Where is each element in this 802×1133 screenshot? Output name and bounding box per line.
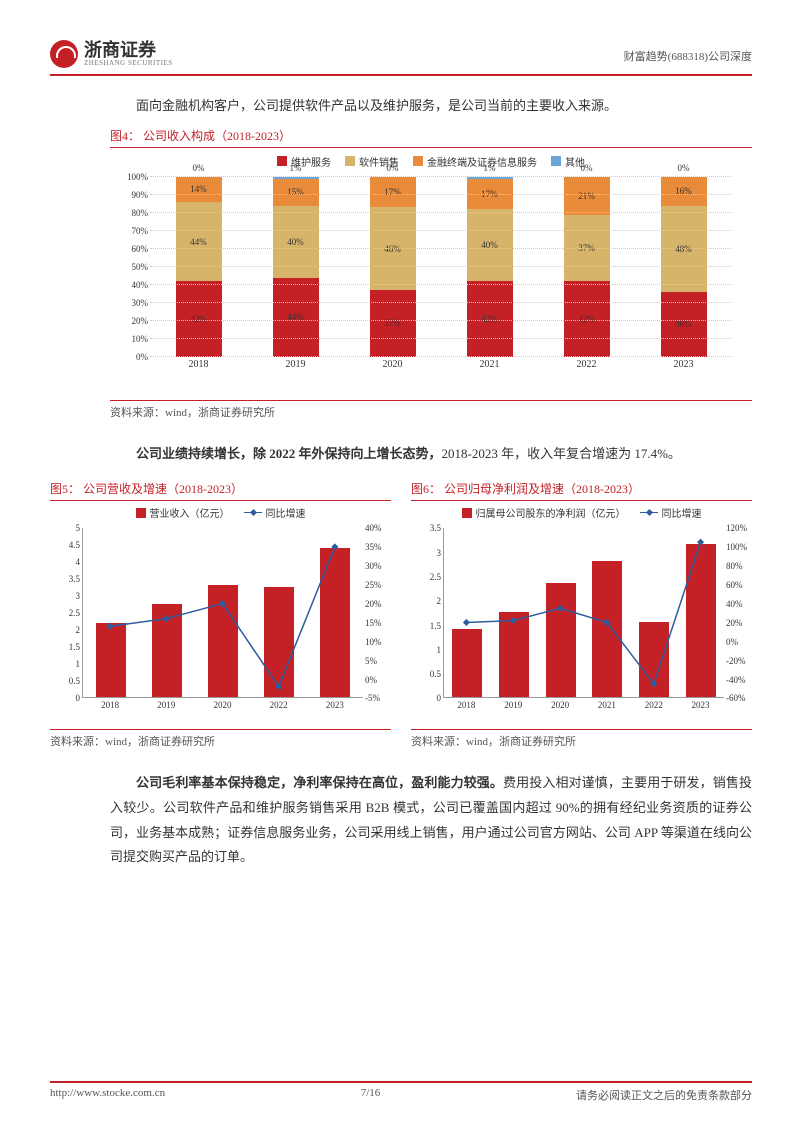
company-name-en: ZHESHANG SECURITIES <box>84 59 173 67</box>
bar-segment: 21% <box>564 177 610 215</box>
footer-page: 7/16 <box>361 1087 381 1103</box>
bar <box>452 629 482 697</box>
bar-segment: 44% <box>176 202 222 281</box>
bar-segment: 44% <box>273 278 319 357</box>
fig5-y-left: 00.511.522.533.544.55 <box>52 528 80 698</box>
fig6-plot: 00.511.522.533.5 -60%-40%-20%0%20%40%60%… <box>443 528 724 718</box>
logo-icon <box>50 40 78 68</box>
fig4-plot: 0%10%20%30%40%50%60%70%80%90%100% 42%44%… <box>150 177 732 377</box>
fig4-x-axis: 201820192020202120222023 <box>150 359 732 377</box>
fig6-caption: 图6： 公司归母净利润及增速（2018-2023） <box>411 480 752 501</box>
bar-segment: 46% <box>370 207 416 290</box>
footer-disclaimer: 请务必阅读正文之后的免责条款部分 <box>576 1087 752 1103</box>
fig4-bars: 42%44%14%0% 44%40%15%1% 37%46%17%0% 42%40%1… <box>150 177 732 357</box>
bar <box>152 604 182 698</box>
bar <box>686 544 716 697</box>
fig5-y-right: -5%0%5%10%15%20%25%30%35%40% <box>365 528 395 698</box>
fig6-legend: 归属母公司股东的净利润（亿元）同比增速 <box>411 505 752 520</box>
header-subtitle: 财富趋势(688318)公司深度 <box>624 40 752 64</box>
fig4-source: 资料来源：wind，浙商证券研究所 <box>110 400 752 420</box>
bar-segment: 40% <box>467 209 513 281</box>
stacked-column: 42%37%21%0% <box>564 177 610 357</box>
fig4-caption: 图4： 公司收入构成（2018-2023） <box>110 127 752 148</box>
bar-segment: 17% <box>370 177 416 208</box>
bar-segment: 37% <box>370 290 416 357</box>
stacked-column: 44%40%15%1% <box>273 177 319 357</box>
footer-url: http://www.stocke.com.cn <box>50 1087 165 1103</box>
bar <box>320 548 350 698</box>
fig6-y-left: 00.511.522.533.5 <box>413 528 441 698</box>
fig6-bars <box>443 528 724 698</box>
fig6-source: 资料来源：wind，浙商证券研究所 <box>411 729 752 749</box>
company-logo: 浙商证券 ZHESHANG SECURITIES <box>50 40 173 68</box>
fig5-x-axis: 20182019202020222023 <box>82 700 363 718</box>
fig5-legend: 营业收入（亿元）同比增速 <box>50 505 391 520</box>
fig5-source: 资料来源：wind，浙商证券研究所 <box>50 729 391 749</box>
paragraph-2: 公司业绩持续增长，除 2022 年外保持向上增长态势，2018-2023 年，收… <box>110 442 752 467</box>
bar <box>96 623 126 698</box>
figure-4: 图4： 公司收入构成（2018-2023） 维护服务软件销售金融终端及证券信息服… <box>110 127 752 420</box>
page-header: 浙商证券 ZHESHANG SECURITIES 财富趋势(688318)公司深… <box>50 40 752 76</box>
bar <box>499 612 529 697</box>
bar <box>546 583 576 697</box>
bar <box>639 622 669 697</box>
figure-5: 图5： 公司营收及增速（2018-2023） 营业收入（亿元）同比增速 00.5… <box>50 474 391 749</box>
fig5-bars <box>82 528 363 698</box>
fig5-caption: 图5： 公司营收及增速（2018-2023） <box>50 480 391 501</box>
bar-segment: 16% <box>661 177 707 206</box>
fig6-y-right: -60%-40%-20%0%20%40%60%80%100%120% <box>726 528 756 698</box>
paragraph-3: 公司毛利率基本保持稳定，净利率保持在高位，盈利能力较强。费用投入相对谨慎，主要用… <box>110 771 752 870</box>
stacked-column: 36%48%16%0% <box>661 177 707 357</box>
fig4-y-axis: 0%10%20%30%40%50%60%70%80%90%100% <box>114 177 148 357</box>
bar <box>592 561 622 697</box>
fig4-chart: 维护服务软件销售金融终端及证券信息服务其他 0%10%20%30%40%50%6… <box>110 154 752 394</box>
fig5-chart: 营业收入（亿元）同比增速 00.511.522.533.544.55 -5%0%… <box>50 505 391 725</box>
intro-paragraph: 面向金融机构客户，公司提供软件产品以及维护服务，是公司当前的主要收入来源。 <box>110 94 752 119</box>
figure-6: 图6： 公司归母净利润及增速（2018-2023） 归属母公司股东的净利润（亿元… <box>411 474 752 749</box>
fig5-plot: 00.511.522.533.544.55 -5%0%5%10%15%20%25… <box>82 528 363 718</box>
bar <box>208 585 238 697</box>
bar-segment: 15% <box>273 179 319 206</box>
bar <box>264 587 294 698</box>
bar-segment: 48% <box>661 206 707 292</box>
fig6-chart: 归属母公司股东的净利润（亿元）同比增速 00.511.522.533.5 -60… <box>411 505 752 725</box>
page-footer: http://www.stocke.com.cn 7/16 请务必阅读正文之后的… <box>50 1081 752 1103</box>
fig6-x-axis: 201820192020202120222023 <box>443 700 724 718</box>
stacked-column: 42%44%14%0% <box>176 177 222 357</box>
company-name-cn: 浙商证券 <box>84 41 173 59</box>
bar-segment: 14% <box>176 177 222 202</box>
stacked-column: 42%40%17%1% <box>467 177 513 357</box>
bar-segment: 40% <box>273 206 319 278</box>
stacked-column: 37%46%17%0% <box>370 177 416 357</box>
